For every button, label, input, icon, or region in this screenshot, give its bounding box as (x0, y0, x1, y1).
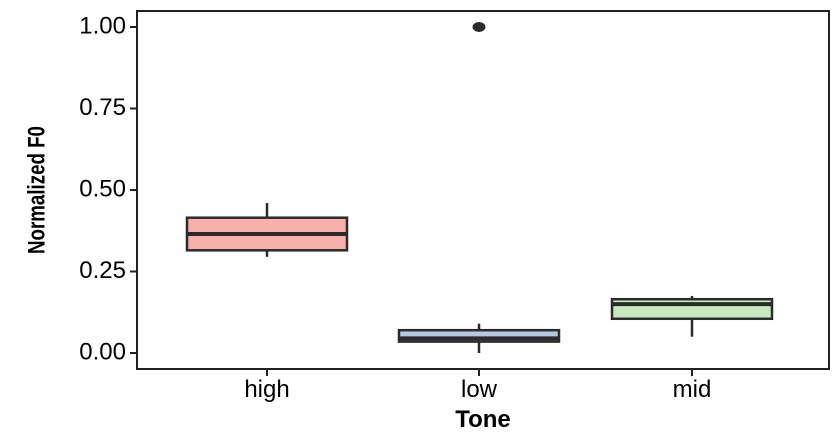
y-tick-label: 0.75 (79, 94, 126, 121)
box-series (185, 22, 774, 353)
x-axis: high low mid (244, 369, 711, 403)
box-mid (610, 295, 774, 337)
box-low (397, 22, 561, 353)
y-axis: 0.00 0.25 0.50 0.75 1.00 (79, 12, 137, 365)
y-tick-label: 0.00 (79, 338, 126, 365)
x-tick-label: high (244, 376, 289, 403)
y-tick-label: 1.00 (79, 12, 126, 39)
y-tick-label: 0.25 (79, 257, 126, 284)
x-tick-label: low (461, 376, 498, 403)
box-high (185, 203, 349, 257)
x-tick-label: mid (673, 376, 712, 403)
iqr-box (397, 328, 561, 343)
x-axis-title: Tone (455, 406, 511, 433)
outlier-point (472, 22, 486, 32)
y-tick-label: 0.50 (79, 175, 126, 202)
y-axis-title: Normalized F0 (23, 126, 50, 254)
